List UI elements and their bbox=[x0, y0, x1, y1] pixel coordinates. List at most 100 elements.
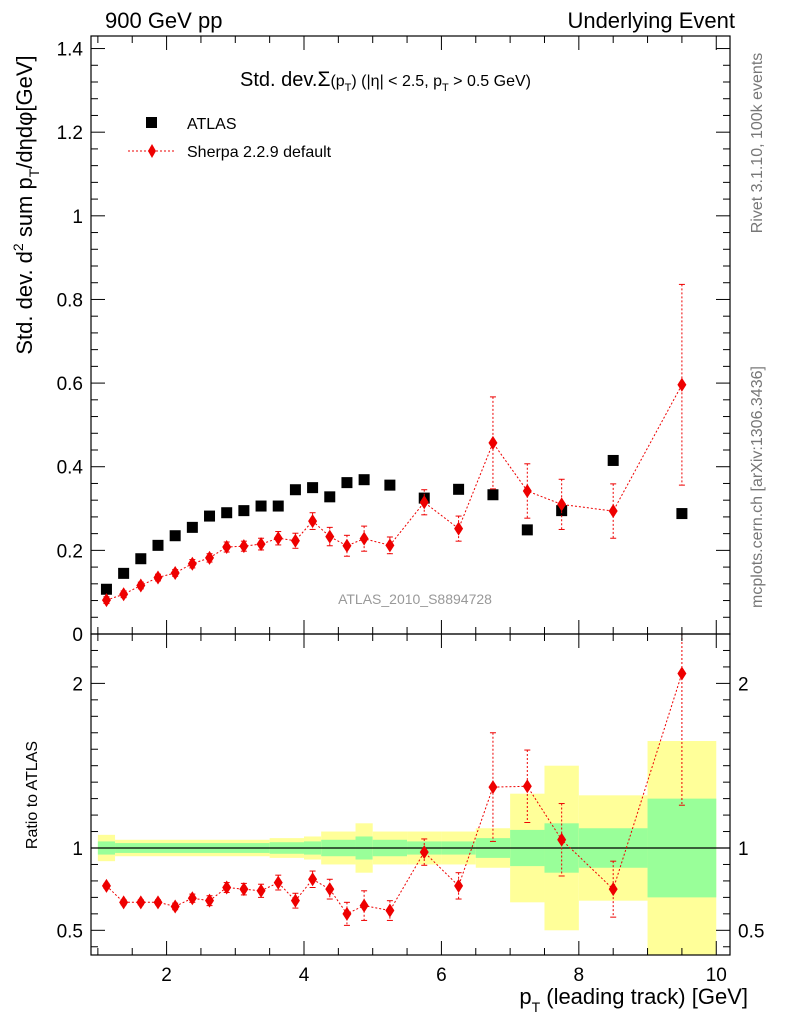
sherpa-point bbox=[419, 495, 429, 510]
sherpa-point bbox=[136, 578, 146, 593]
title-sigma: Σ bbox=[317, 68, 330, 91]
sherpa-ratio-point bbox=[419, 845, 429, 860]
ratio-x-tick-label: 8 bbox=[574, 965, 585, 986]
ratio-y-tick-label: 0.5 bbox=[57, 921, 83, 942]
sherpa-point bbox=[187, 556, 197, 571]
title-part3: > 0.5 GeV) bbox=[449, 73, 531, 90]
ratio-y-axis-label: Ratio to ATLAS bbox=[24, 741, 41, 849]
sherpa-ratio-point bbox=[101, 878, 111, 893]
atlas-point bbox=[186, 521, 198, 533]
ratio-panel: 0.5 0.5 1 1 2 2 2 4 6 8 10 Ratio to ATLAS pT (lea… bbox=[24, 633, 764, 1015]
atlas-point bbox=[100, 583, 112, 595]
main-y-tick-label: 0.4 bbox=[57, 458, 84, 479]
sherpa-ratio-point bbox=[325, 882, 335, 897]
title-sub1: T bbox=[345, 82, 352, 94]
ratio-y-tick-label: 1 bbox=[72, 839, 83, 860]
sherpa-point bbox=[677, 377, 687, 392]
sherpa-point bbox=[205, 550, 215, 565]
main-y-tick-label: 1 bbox=[72, 207, 83, 228]
sherpa-ratio-point bbox=[608, 882, 618, 897]
atlas-point bbox=[169, 530, 181, 542]
header-left-label: 900 GeV pp bbox=[105, 8, 222, 33]
atlas-point bbox=[272, 500, 284, 512]
sherpa-ratio-point bbox=[119, 895, 129, 910]
atlas-point bbox=[307, 482, 319, 494]
main-title: Std. dev.Σ(pT) (|η| < 2.5, pT > 0.5 GeV) bbox=[240, 68, 531, 94]
title-part1: (p bbox=[330, 73, 344, 90]
ratio-x-tick-label: 6 bbox=[436, 965, 447, 986]
sherpa-ratio-point bbox=[153, 895, 163, 910]
sherpa-point bbox=[522, 483, 532, 498]
main-y-tick-label: 0.6 bbox=[57, 374, 83, 395]
atlas-point bbox=[487, 489, 499, 501]
mcplots-side-label: mcplots.cern.ch [arXiv:1306.3436] bbox=[749, 366, 766, 608]
sherpa-ratio-point bbox=[239, 882, 249, 897]
main-y-axis-label: Std. dev. d2 sum pT/dηdφ[GeV] bbox=[10, 55, 42, 354]
sherpa-line bbox=[106, 384, 683, 601]
atlas-point bbox=[221, 507, 233, 519]
sherpa-point bbox=[239, 539, 249, 554]
x-axis-label: pT (leading track) [GeV] bbox=[519, 984, 748, 1015]
legend-atlas-label: ATLAS bbox=[187, 116, 237, 133]
sherpa-ratio-point bbox=[359, 898, 369, 913]
atlas-point bbox=[289, 484, 301, 496]
rivet-side-label: Rivet 3.1.10, 100k events bbox=[749, 53, 766, 234]
sherpa-ratio-point bbox=[522, 779, 532, 794]
sherpa-ratio-point bbox=[308, 872, 318, 887]
sherpa-ratio-point bbox=[136, 895, 146, 910]
sherpa-ratio-point bbox=[290, 893, 300, 908]
sherpa-ratio-point bbox=[488, 780, 498, 795]
sherpa-ratio-point bbox=[256, 883, 266, 898]
sherpa-ratio-point bbox=[222, 880, 232, 895]
atlas-point bbox=[358, 474, 370, 486]
ratio-y-tick-label-right: 2 bbox=[738, 674, 749, 695]
atlas-point bbox=[255, 500, 267, 512]
atlas-point bbox=[324, 491, 336, 503]
sherpa-point bbox=[153, 570, 163, 585]
sherpa-point bbox=[222, 540, 232, 555]
sherpa-point bbox=[342, 538, 352, 553]
sherpa-point bbox=[608, 504, 618, 519]
sherpa-point bbox=[359, 531, 369, 546]
atlas-point bbox=[607, 454, 619, 466]
atlas-point bbox=[152, 539, 164, 551]
sherpa-ratio-point bbox=[187, 891, 197, 906]
sherpa-point bbox=[273, 531, 283, 546]
atlas-point bbox=[676, 508, 688, 520]
header-right-label: Underlying Event bbox=[567, 8, 735, 33]
legend-sherpa-marker bbox=[148, 144, 156, 158]
sherpa-ratio-point bbox=[385, 903, 395, 918]
sherpa-point bbox=[488, 435, 498, 450]
sherpa-point bbox=[454, 521, 464, 536]
main-panel: Std. dev.Σ(pT) (|η| < 2.5, pT > 0.5 GeV)… bbox=[10, 35, 731, 646]
sherpa-point bbox=[119, 587, 129, 602]
sherpa-point bbox=[385, 538, 395, 553]
sherpa-ratio-point bbox=[273, 875, 283, 890]
atlas-point bbox=[118, 567, 130, 579]
ratio-x-tick-label: 4 bbox=[299, 965, 310, 986]
sherpa-point bbox=[308, 514, 318, 529]
sherpa-point bbox=[170, 565, 180, 580]
main-y-tick-label: 0 bbox=[72, 625, 83, 646]
sherpa-ratio-point bbox=[677, 666, 687, 681]
atlas-point bbox=[238, 505, 250, 517]
ratio-frame bbox=[90, 633, 731, 956]
sherpa-point bbox=[290, 533, 300, 548]
atlas-point bbox=[341, 477, 353, 489]
atlas-point bbox=[135, 553, 147, 565]
sherpa-point bbox=[557, 497, 567, 512]
sherpa-ratio-point bbox=[454, 878, 464, 893]
main-y-tick-label: 0.2 bbox=[57, 541, 83, 562]
legend-atlas-marker bbox=[146, 117, 157, 128]
atlas-point bbox=[521, 524, 533, 536]
main-y-tick-label: 0.8 bbox=[57, 290, 83, 311]
ratio-y-tick-label: 2 bbox=[72, 674, 83, 695]
sherpa-point bbox=[256, 537, 266, 552]
legend: ATLAS Sherpa 2.2.9 default bbox=[128, 116, 332, 161]
sherpa-ratio-point bbox=[342, 906, 352, 921]
watermark-label: ATLAS_2010_S8894728 bbox=[338, 591, 492, 607]
ratio-x-tick-label: 2 bbox=[161, 965, 172, 986]
ratio-y-tick-label-right: 1 bbox=[738, 839, 749, 860]
atlas-point bbox=[453, 483, 465, 495]
